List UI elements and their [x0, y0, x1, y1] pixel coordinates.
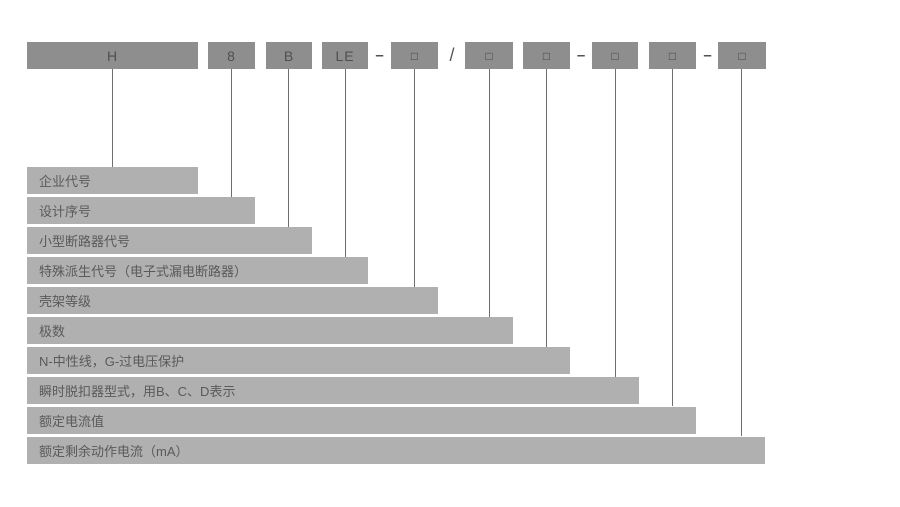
- code-segment-label: LE: [335, 47, 355, 64]
- connector-line-rated-current: [672, 69, 673, 406]
- code-box-residual-current: □: [718, 42, 766, 69]
- connector-line-poles: [489, 69, 490, 317]
- connector-line-enterprise: [112, 69, 113, 167]
- placeholder-square-icon: □: [611, 48, 619, 63]
- placeholder-square-icon: □: [485, 48, 493, 63]
- legend-label: 企业代号: [39, 174, 92, 189]
- legend-label: 瞬时脱扣器型式，用B、C、D表示: [39, 384, 236, 399]
- legend-label: 壳架等级: [39, 294, 92, 309]
- legend-bar-enterprise: 企业代号: [27, 167, 198, 194]
- legend-label: 特殊派生代号（电子式漏电断路器）: [39, 264, 248, 279]
- legend-label: N-中性线，G-过电压保护: [39, 354, 185, 369]
- legend-bar-derivative: 特殊派生代号（电子式漏电断路器）: [27, 257, 368, 284]
- legend-bar-poles: 极数: [27, 317, 513, 344]
- code-box-mcb-code: B: [266, 42, 312, 69]
- code-segment-label: B: [283, 47, 295, 64]
- code-segment-label: 8: [227, 47, 236, 64]
- legend-bar-rated-current: 额定电流值: [27, 407, 696, 434]
- code-box-poles: □: [465, 42, 513, 69]
- code-box-frame-level: □: [391, 42, 438, 69]
- separator-dash: –: [375, 47, 384, 64]
- code-box-rated-current: □: [649, 42, 696, 69]
- connector-line-mcb-code: [288, 69, 289, 227]
- legend-bar-trip-type: 瞬时脱扣器型式，用B、C、D表示: [27, 377, 639, 404]
- placeholder-square-icon: □: [668, 48, 677, 63]
- connector-line-design-series: [231, 69, 232, 197]
- legend-label: 小型断路器代号: [39, 234, 131, 249]
- code-box-derivative: LE: [322, 42, 368, 69]
- connector-line-residual-current: [741, 69, 742, 436]
- legend-label: 极数: [39, 324, 66, 339]
- code-box-design-series: 8: [208, 42, 255, 69]
- code-box-trip-type: □: [592, 42, 638, 69]
- connector-line-trip-type: [615, 69, 616, 377]
- legend-bar-neutral-overvoltage: N-中性线，G-过电压保护: [27, 347, 570, 374]
- placeholder-square-icon: □: [738, 48, 746, 63]
- connector-line-neutral-overvoltage: [546, 69, 547, 347]
- placeholder-square-icon: □: [542, 48, 551, 63]
- code-segment-label: H: [106, 47, 119, 64]
- legend-label: 额定电流值: [39, 414, 105, 429]
- code-box-enterprise: H: [27, 42, 198, 69]
- legend-bar-frame-level: 壳架等级: [27, 287, 438, 314]
- legend-bar-design-series: 设计序号: [27, 197, 255, 224]
- legend-label: 设计序号: [39, 204, 92, 219]
- connector-line-frame-level: [414, 69, 415, 287]
- connector-line-derivative: [345, 69, 346, 257]
- separator-dash: –: [703, 47, 712, 64]
- placeholder-square-icon: □: [410, 48, 419, 63]
- legend-bar-mcb-code: 小型断路器代号: [27, 227, 312, 254]
- legend-bar-residual-current: 额定剩余动作电流（mA）: [27, 437, 765, 464]
- code-box-neutral-overvoltage: □: [523, 42, 570, 69]
- separator-dash: –: [576, 47, 586, 64]
- separator-slash: /: [449, 45, 455, 65]
- legend-label: 额定剩余动作电流（mA）: [39, 444, 189, 459]
